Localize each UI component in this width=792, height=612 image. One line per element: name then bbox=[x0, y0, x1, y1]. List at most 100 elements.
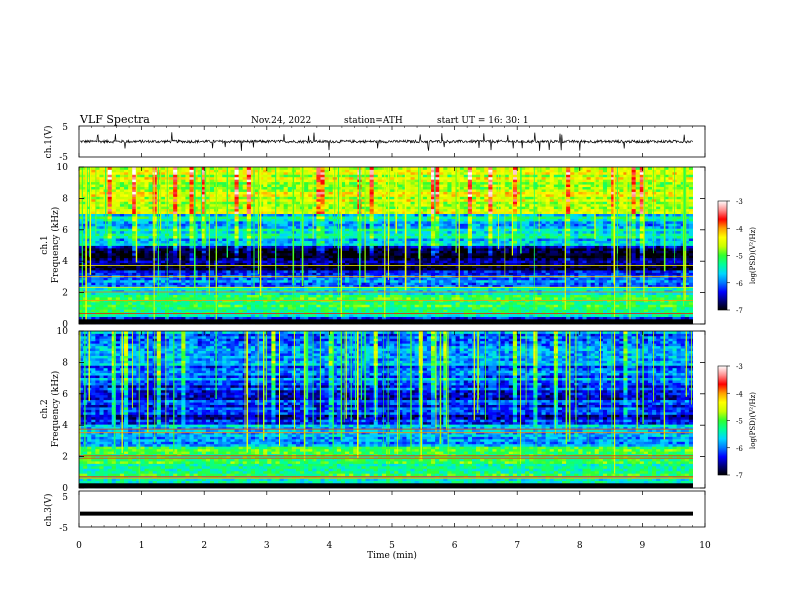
ch1-spectrogram-cell bbox=[128, 206, 132, 209]
ch1-spectrogram-cell bbox=[218, 292, 222, 295]
ch1-spectrogram-cell bbox=[366, 226, 370, 229]
ch1-spectrogram-cell bbox=[280, 270, 284, 273]
ch1-spectrogram-cell bbox=[149, 248, 153, 251]
ch1-spectrogram-cell bbox=[370, 309, 374, 312]
ch1-spectrogram-cell bbox=[136, 304, 140, 307]
ch1-spectrogram-cell bbox=[329, 184, 333, 187]
ch1-spectrogram-cell bbox=[185, 243, 189, 246]
ch1-spectrogram-cell bbox=[153, 317, 157, 320]
ch1-spectrogram-cell bbox=[325, 182, 329, 185]
ch1-spectrogram-cell bbox=[259, 204, 263, 207]
ch1-spectrogram-cell bbox=[321, 192, 325, 195]
ch1-spectrogram-cell bbox=[87, 295, 91, 298]
ch1-spectrogram-cell bbox=[116, 312, 120, 315]
ch1-spectrogram-cell bbox=[349, 194, 353, 197]
ch1-spectrogram-cell bbox=[202, 248, 206, 251]
ch1-spectrogram-cell bbox=[267, 231, 271, 234]
ch1-spectrogram-cell bbox=[288, 243, 292, 246]
ch1-spectrogram-cell bbox=[104, 292, 108, 295]
ch1-spectrogram-cell bbox=[218, 282, 222, 285]
ch1-spectrogram-cell bbox=[91, 231, 95, 234]
ch1-spectrogram-cell bbox=[316, 194, 320, 197]
ch1-spectrogram-cell bbox=[239, 250, 243, 253]
ch1-spectrogram-cell bbox=[194, 307, 198, 310]
ch1-spectrogram-cell bbox=[112, 250, 116, 253]
ch1-spectrogram-cell bbox=[230, 248, 234, 251]
ch1-spectrogram-cell bbox=[374, 201, 378, 204]
ch1-spectrogram-cell bbox=[112, 214, 116, 217]
ch1-spectrogram-cell bbox=[325, 206, 329, 209]
ch1-spectrogram-cell bbox=[222, 248, 226, 251]
ch1-spectrogram-cell bbox=[169, 268, 173, 271]
ch1-spectrogram-cell bbox=[226, 304, 230, 307]
ch1-spectrogram-cell bbox=[316, 223, 320, 226]
ch1-spectrogram-cell bbox=[267, 314, 271, 317]
ch1-spectrogram-cell bbox=[157, 250, 161, 253]
ch1-spectrogram-cell bbox=[394, 314, 398, 317]
ch1-spectrogram-cell bbox=[243, 201, 247, 204]
ch1-spectrogram-cell bbox=[267, 307, 271, 310]
ch1-spectrogram-cell bbox=[120, 260, 124, 263]
ch1-spectrogram-cell bbox=[124, 214, 128, 217]
ch1-spectrogram-cell bbox=[374, 292, 378, 295]
ch1-spectrogram-cell bbox=[140, 243, 144, 246]
ch1-spectrogram-cell bbox=[169, 219, 173, 222]
ch1-spectrogram-cell bbox=[169, 309, 173, 312]
ch1-spectrogram-cell bbox=[169, 169, 173, 172]
ch1-spectrogram-cell bbox=[243, 172, 247, 175]
ch1-spectrogram-cell bbox=[316, 282, 320, 285]
ch1-spectrogram-cell bbox=[345, 307, 349, 310]
ch1-spectrogram-cell bbox=[333, 253, 337, 256]
ch1-spectrogram-cell bbox=[235, 280, 239, 283]
ch1-spectrogram-cell bbox=[235, 312, 239, 315]
ch1-spectrogram-cell bbox=[91, 309, 95, 312]
ch1-spectrogram-cell bbox=[91, 177, 95, 180]
ch1-spectrogram-cell bbox=[353, 295, 357, 298]
ch1-spectrogram-cell bbox=[349, 295, 353, 298]
ch1-spectrogram-cell bbox=[161, 312, 165, 315]
ch1-spectrogram-cell bbox=[161, 221, 165, 224]
ch1-spectrogram-cell bbox=[304, 304, 308, 307]
ch1-spectrogram-cell bbox=[374, 223, 378, 226]
ch1-spectrogram-cell bbox=[181, 219, 185, 222]
ch1-spectrogram-cell bbox=[280, 302, 284, 305]
ch1-spectrogram-cell bbox=[345, 270, 349, 273]
ch1-spectrogram-cell bbox=[210, 179, 214, 182]
ch1-spectrogram-cell bbox=[284, 167, 288, 170]
ch1-spectrogram-cell bbox=[235, 304, 239, 307]
ch1-spectrogram-cell bbox=[161, 169, 165, 172]
ch1-spectrogram-cell bbox=[263, 199, 267, 202]
ch1-spectrogram-cell bbox=[157, 236, 161, 239]
ch1-spectrogram-cell bbox=[177, 184, 181, 187]
ch1-spectrogram-cell bbox=[251, 167, 255, 170]
ch1-spectrogram-cell bbox=[120, 194, 124, 197]
ch1-spectrogram-cell bbox=[169, 184, 173, 187]
ch1-spectrogram-cell bbox=[296, 219, 300, 222]
ch1-spectrogram-cell bbox=[128, 169, 132, 172]
ch1-spectrogram-cell bbox=[247, 250, 251, 253]
ch1-spectrogram-cell bbox=[316, 272, 320, 275]
ch1-spectrogram-cell bbox=[251, 304, 255, 307]
ch1-spectrogram-cell bbox=[370, 312, 374, 315]
ch1-spectrogram-cell bbox=[190, 228, 194, 231]
ch1-spectrogram-cell bbox=[288, 270, 292, 273]
ch1-spectrogram-cell bbox=[247, 243, 251, 246]
ch1-spectrogram-cell bbox=[95, 295, 99, 298]
ch1-spectrogram-cell bbox=[251, 302, 255, 305]
ch1-spectrogram-cell bbox=[325, 167, 329, 170]
ch1-spectrogram-cell bbox=[120, 211, 124, 214]
ch1-spectrogram-cell bbox=[108, 187, 112, 190]
ch1-spectrogram-cell bbox=[263, 268, 267, 271]
ch1-spectrogram-cell bbox=[325, 292, 329, 295]
ch1-spectrogram-cell bbox=[308, 219, 312, 222]
ch1-spectrogram-cell bbox=[181, 280, 185, 283]
ch1-spectrogram-cell bbox=[153, 302, 157, 305]
ch1-spectrogram-cell bbox=[378, 184, 382, 187]
ch1-spectrogram-cell bbox=[235, 277, 239, 280]
ch1-spectrogram-cell bbox=[230, 189, 234, 192]
ch1-spectrogram-cell bbox=[190, 246, 194, 249]
ch1-spectrogram-cell bbox=[124, 295, 128, 298]
ch1-spectrogram-cell bbox=[239, 194, 243, 197]
ch1-spectrogram-cell bbox=[222, 182, 226, 185]
ch1-spectrogram-cell bbox=[259, 228, 263, 231]
